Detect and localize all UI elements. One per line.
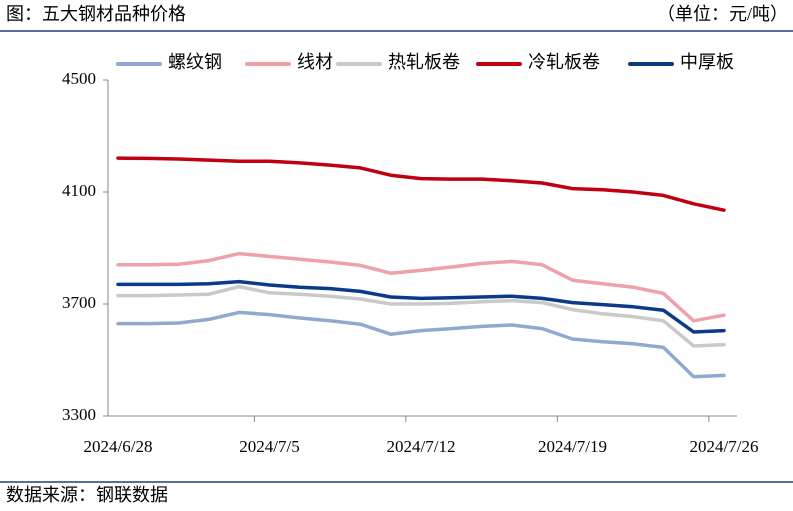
series-line — [116, 310, 726, 379]
series-line — [116, 279, 726, 334]
legend-label: 冷轧板卷 — [528, 52, 600, 72]
y-tick-label: 4500 — [62, 69, 96, 88]
source-note: 数据来源：钢联数据 — [6, 485, 168, 505]
y-tick-label: 3700 — [62, 293, 96, 312]
legend-label: 螺纹钢 — [168, 52, 222, 72]
series-line — [116, 251, 726, 323]
legend-label: 热轧板卷 — [388, 52, 460, 72]
x-tick-label: 2024/7/5 — [239, 437, 299, 456]
legend-label: 线材 — [297, 52, 333, 72]
x-tick-label: 2024/7/26 — [690, 437, 759, 456]
x-tick-label: 2024/7/12 — [387, 437, 456, 456]
y-tick-label: 3300 — [62, 405, 96, 424]
chart-title: 图：五大钢材品种价格 — [6, 4, 186, 24]
legend-label: 中厚板 — [680, 52, 734, 72]
unit-label: （单位：元/吨） — [657, 4, 788, 24]
y-tick-label: 4100 — [62, 181, 96, 200]
x-tick-label: 2024/7/19 — [538, 437, 607, 456]
x-tick-label: 2024/6/28 — [84, 437, 153, 456]
series-line — [116, 284, 726, 348]
series-line — [116, 156, 726, 212]
